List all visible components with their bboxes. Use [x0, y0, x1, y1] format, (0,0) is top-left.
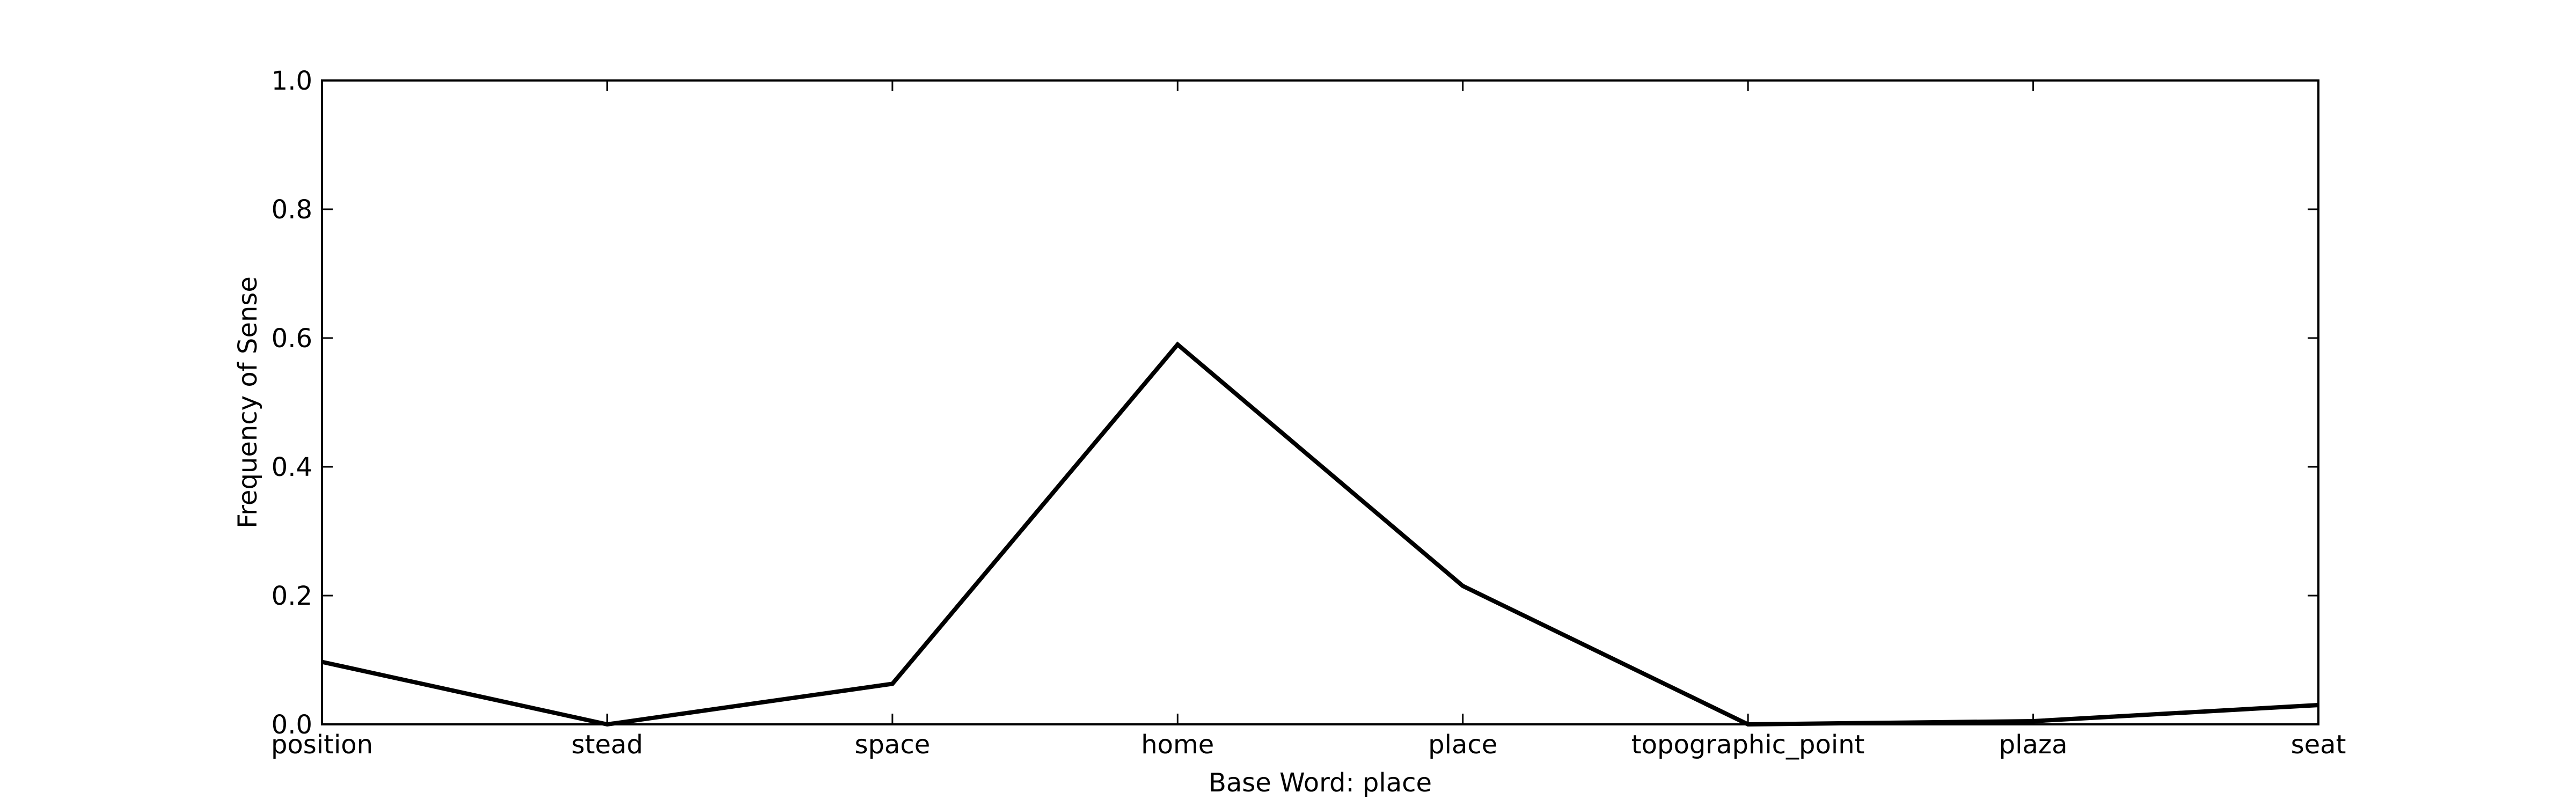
- plot-area: [321, 79, 2319, 725]
- series-layer: [321, 341, 2319, 727]
- data-point: [1462, 585, 1463, 586]
- y-tick-label: 0.8: [272, 195, 312, 225]
- data-point: [2318, 705, 2319, 706]
- y-tick-label: 0.4: [272, 452, 312, 482]
- data-point: [2033, 721, 2034, 722]
- x-axis: position stead space home place topographic_p…: [271, 80, 2346, 760]
- y-tick-label: 1.0: [272, 66, 312, 96]
- x-tick-label: place: [1428, 730, 1497, 760]
- data-point: [892, 683, 893, 684]
- y-tick-label: 0.6: [272, 324, 312, 354]
- x-tick-label: topographic_point: [1631, 730, 1865, 760]
- x-tick-label: position: [271, 730, 373, 760]
- y-tick-label: 0.0: [272, 710, 312, 740]
- data-point: [321, 662, 323, 663]
- y-axis: 0.0 0.2 0.4 0.6 0.8 1.0: [272, 66, 2318, 740]
- data-point: [1747, 724, 1748, 725]
- y-tick-label: 0.2: [272, 581, 312, 611]
- x-tick-label: plaza: [1999, 730, 2068, 760]
- x-axis-title: Base Word: place: [1209, 768, 1432, 798]
- x-tick-label: stead: [572, 730, 643, 760]
- x-tick-label: seat: [2291, 730, 2346, 760]
- y-axis-title: Frequency of Sense: [233, 276, 263, 529]
- data-point: [1177, 344, 1178, 345]
- series-line: [321, 341, 2319, 727]
- x-tick-label: space: [854, 730, 930, 760]
- data-point: [606, 724, 608, 725]
- x-tick-label: home: [1141, 730, 1214, 760]
